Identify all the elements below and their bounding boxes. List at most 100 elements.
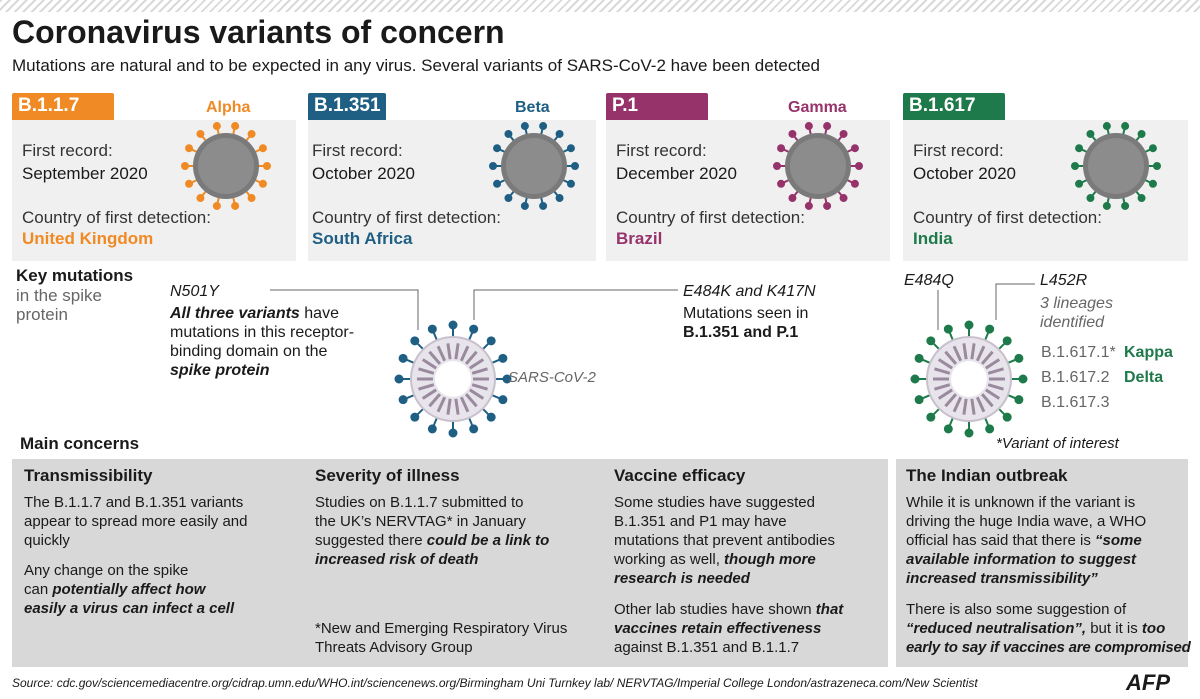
severity-l3-plain: suggested there	[315, 532, 427, 549]
variant-card-p1: First record: December 2020 Country of f…	[606, 120, 890, 261]
country-label: Country of first detection:	[22, 208, 211, 227]
sars-cov-2-diagram	[394, 320, 512, 438]
first-record-label: First record:	[22, 141, 113, 160]
transmissibility-p2-l1: Any change on the spike	[24, 562, 189, 579]
variant-greek-alpha: Alpha	[206, 99, 251, 116]
n501y-rest: have	[299, 305, 339, 322]
india-l3-emph: “some	[1095, 532, 1142, 549]
sublineage-3: B.1.617.3	[1041, 394, 1110, 411]
severity-l2: the UK’s NERVTAG* in January	[315, 513, 526, 530]
country-value: Brazil	[616, 229, 663, 248]
nervtag-note-2: Threats Advisory Group	[315, 639, 473, 656]
page-subtitle: Mutations are natural and to be expected…	[12, 56, 820, 75]
sars-cov-2-label: SARS-CoV-2	[508, 369, 596, 386]
virus-icon-alpha	[181, 122, 271, 210]
severity-l4: increased risk of death	[315, 551, 479, 568]
lineages-text-1: 3 lineages	[1040, 295, 1113, 312]
indian-outbreak-panel: The Indian outbreak While it is unknown …	[896, 459, 1191, 667]
vaccine-p2-emph: that	[815, 601, 844, 618]
vaccine-p2-l1: Other lab studies have shown that	[614, 600, 843, 619]
e484q-label: E484Q	[904, 272, 954, 289]
india-l5: increased transmissibility”	[906, 570, 1098, 587]
india-l2: driving the huge India wave, a WHO	[906, 513, 1147, 530]
e484k-text-line-2: B.1.351 and P.1	[683, 324, 799, 341]
severity-l1: Studies on B.1.1.7 submitted to	[315, 494, 524, 511]
n501y-label: N501Y	[170, 283, 219, 300]
india-l3-plain: official has said that there is	[906, 532, 1095, 549]
country-value: South Africa	[312, 229, 413, 248]
sublineage-2: B.1.617.2	[1041, 369, 1110, 386]
vaccine-p2-l2: vaccines retain effectiveness	[614, 620, 822, 637]
severity-l3-emph: could be a link to	[426, 532, 550, 549]
country-value: India	[913, 229, 953, 248]
e484k-label: E484K and K417N	[683, 283, 816, 300]
india-p2-quote: “reduced neutralisation”,	[906, 620, 1087, 637]
transmissibility-p1-l3: quickly	[24, 532, 70, 549]
lineages-text-2: identified	[1040, 314, 1105, 331]
vaccine-l2: B.1.351 and P1 may have	[614, 513, 787, 530]
n501y-text-line-2: mutations in this receptor-	[170, 324, 355, 341]
l452r-label: L452R	[1040, 272, 1088, 289]
vaccine-l4: working as well, though more	[614, 550, 816, 569]
transmissibility-p2-l3: easily a virus can infect a cell	[24, 600, 235, 617]
transmissibility-p2-l2: can potentially affect how	[24, 580, 205, 599]
first-record-label: First record:	[913, 141, 1004, 160]
virus-icon-b1617	[1071, 122, 1161, 210]
first-record-label: First record:	[616, 141, 707, 160]
key-mutations-heading: Key mutations	[16, 266, 134, 285]
vaccine-l4-plain: working as well,	[614, 551, 725, 568]
country-value: United Kingdom	[22, 229, 154, 248]
variant-tag-b1351: B.1.351	[308, 93, 386, 121]
n501y-text-line-3: binding domain on the	[170, 343, 328, 360]
india-l1: While it is unknown if the variant is	[906, 494, 1136, 511]
vaccine-l3: mutations that prevent antibodies	[614, 532, 835, 549]
transmissibility-title: Transmissibility	[24, 466, 153, 485]
virus-icon-beta	[489, 122, 579, 210]
india-p2-too: too	[1141, 620, 1166, 637]
country-label: Country of first detection:	[913, 208, 1102, 227]
transmissibility-can: can	[24, 581, 53, 598]
variant-card-b1617: First record: October 2020 Country of fi…	[903, 120, 1188, 261]
india-l3: official has said that there is “some	[906, 531, 1142, 550]
india-l4: available information to suggest	[906, 551, 1137, 568]
variant-of-interest-note: *Variant of interest	[996, 435, 1119, 452]
main-concerns-panel: Transmissibility The B.1.1.7 and B.1.351…	[12, 459, 888, 667]
first-record-value: October 2020	[312, 164, 416, 183]
transmissibility-emph: potentially affect how	[52, 581, 206, 598]
variant-greek-gamma: Gamma	[788, 99, 847, 116]
vaccine-p2-l3: against B.1.351 and B.1.1.7	[614, 639, 800, 656]
first-record-value: September 2020	[22, 164, 148, 183]
page-title: Coronavirus variants of concern	[12, 14, 505, 50]
sublineage-2-name: Delta	[1124, 369, 1164, 386]
vaccine-p2-plain: Other lab studies have shown	[614, 601, 816, 618]
hatched-top-bar	[0, 0, 1200, 12]
virus-icon-gamma	[773, 122, 863, 210]
n501y-bold: All three variants	[170, 305, 300, 322]
nervtag-note-1: *New and Emerging Respiratory Virus	[315, 620, 568, 637]
vaccine-l1: Some studies have suggested	[614, 494, 815, 511]
variant-tag-p1: P.1	[606, 93, 708, 121]
india-p2-l2: “reduced neutralisation”, but it is too	[906, 619, 1165, 638]
variant-greek-beta: Beta	[515, 99, 550, 116]
n501y-text-line-4: spike protein	[170, 362, 270, 379]
variant-tag-b1617: B.1.617	[903, 93, 1005, 121]
country-label: Country of first detection:	[312, 208, 501, 227]
transmissibility-p1-l1: The B.1.1.7 and B.1.351 variants	[24, 494, 244, 511]
vaccine-l4-emph: though more	[724, 551, 816, 568]
main-concerns-heading: Main concerns	[20, 434, 140, 453]
variant-tag-b117: B.1.1.7	[12, 93, 114, 121]
first-record-value: December 2020	[616, 164, 737, 183]
india-title: The Indian outbreak	[906, 466, 1068, 485]
transmissibility-p1-l2: appear to spread more easily and	[24, 513, 248, 530]
india-p2-plain: but it is	[1086, 620, 1142, 637]
n501y-text-line-1: All three variants have	[170, 305, 339, 323]
sublineage-1-name: Kappa	[1124, 344, 1173, 361]
india-p2-l3: early to say if vaccines are compromised	[906, 639, 1191, 656]
vaccine-title: Vaccine efficacy	[614, 466, 746, 485]
key-mutations-sub-2: protein	[16, 305, 68, 324]
severity-title: Severity of illness	[315, 466, 460, 485]
vaccine-l5: research is needed	[614, 570, 750, 587]
first-record-label: First record:	[312, 141, 403, 160]
india-variant-diagram	[910, 320, 1028, 438]
